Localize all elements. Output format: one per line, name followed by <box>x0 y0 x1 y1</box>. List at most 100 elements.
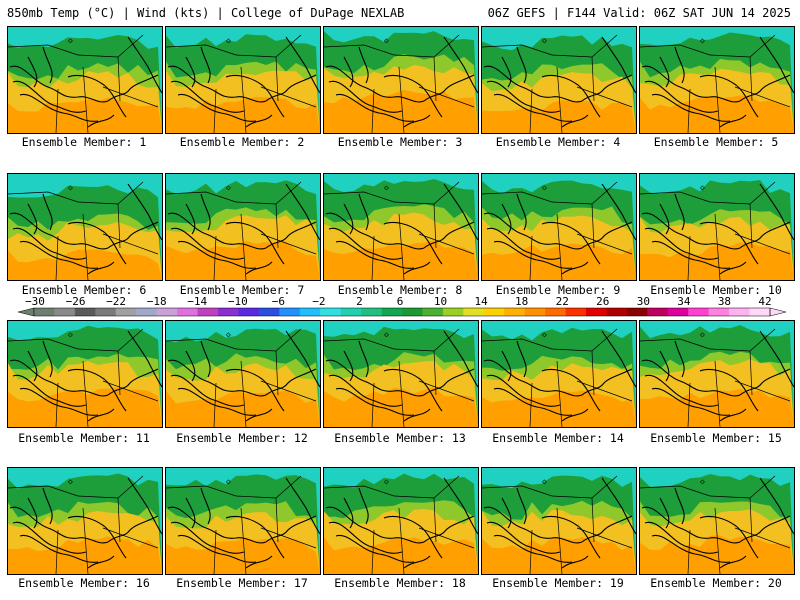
border-path <box>166 44 237 56</box>
coastline-path <box>501 350 512 382</box>
panel-caption: Ensemble Member: 17 <box>176 576 308 590</box>
colorbar-segment <box>729 308 750 316</box>
coastline-path <box>641 65 741 103</box>
border-path <box>324 485 395 497</box>
coastline-path <box>185 350 196 382</box>
coastline-path <box>200 46 211 84</box>
colorbar-tick-label: −10 <box>227 295 248 308</box>
coastline-path <box>225 221 285 265</box>
ensemble-map-panel: ◇ <box>323 173 479 281</box>
border-path <box>687 382 691 427</box>
hot-region <box>166 240 320 280</box>
coastline-path <box>343 497 354 529</box>
panel-caption: Ensemble Member: 14 <box>492 431 624 445</box>
border-path <box>398 66 405 133</box>
colorbar-segment <box>442 308 464 316</box>
coastline-path <box>107 368 159 396</box>
coastline-path <box>185 203 196 235</box>
colorbar-segment <box>95 308 117 316</box>
ensemble-map-panel: ◇ <box>481 320 637 428</box>
coastline-path <box>759 330 794 388</box>
coastline-path <box>225 74 285 118</box>
coastline-path <box>12 227 87 260</box>
coastline-path <box>245 555 273 569</box>
coastline-path <box>27 350 38 382</box>
temperature-field: ◇ <box>166 27 320 133</box>
coastline-path <box>403 114 431 128</box>
temperature-field: ◇ <box>166 468 320 574</box>
colorbar-segment <box>197 308 219 316</box>
coastline-path <box>443 330 478 388</box>
coastline-path <box>501 497 512 529</box>
colorbar-segment <box>299 308 321 316</box>
colorbar-segment <box>340 308 362 316</box>
diamond-marker: ◇ <box>226 36 231 45</box>
coastline-path <box>9 212 109 250</box>
colorbar-segment <box>74 308 96 316</box>
border-path <box>687 235 691 280</box>
border-path <box>55 88 59 133</box>
coastline-path <box>127 330 162 388</box>
hot-region <box>640 242 794 280</box>
coastline-path <box>483 506 583 544</box>
border-path <box>591 497 595 543</box>
coastline-path <box>601 330 636 388</box>
coastline-path <box>674 487 685 525</box>
coastline-path <box>325 506 425 544</box>
coastline-path <box>644 521 719 554</box>
coastline-path <box>443 477 478 535</box>
panel-caption: Ensemble Member: 18 <box>334 576 466 590</box>
ensemble-map-panel: ◇ <box>7 173 163 281</box>
ensemble-map-panel: ◇ <box>481 467 637 575</box>
coastline-path <box>483 359 583 397</box>
colorbar-tick-label: 6 <box>396 295 404 308</box>
colorbar-segment <box>524 308 546 316</box>
temperature-field: ◇ <box>8 174 162 280</box>
coastline-path <box>185 497 196 529</box>
hot-region <box>8 387 162 427</box>
coastline-path <box>285 330 320 388</box>
border-path <box>213 88 217 133</box>
colorbar-segment <box>606 308 628 316</box>
panel-caption: Ensemble Member: 15 <box>650 431 782 445</box>
colorbar-tick-label: −6 <box>271 295 285 308</box>
coastline-path <box>516 340 527 378</box>
border-path <box>55 529 59 574</box>
border-path <box>324 191 395 203</box>
hot-region <box>482 537 636 574</box>
colorbar-segment <box>565 308 587 316</box>
panel-caption: Ensemble Member: 5 <box>653 135 779 149</box>
coastline-path <box>265 221 317 249</box>
temperature-field: ◇ <box>482 27 636 133</box>
border-path <box>275 203 279 249</box>
border-path <box>556 213 563 280</box>
coastline-path <box>581 515 633 543</box>
border-path <box>260 527 317 549</box>
coastline-path <box>87 408 115 422</box>
border-path <box>398 360 405 427</box>
coastline-path <box>699 368 759 412</box>
colorbar-tick-label: 18 <box>515 295 529 308</box>
border-path <box>8 191 79 203</box>
border-path <box>714 213 721 280</box>
border-path <box>556 507 563 574</box>
coastline-path <box>699 515 759 559</box>
coastline-path <box>486 227 561 260</box>
diamond-marker: ◇ <box>384 36 389 45</box>
panel-caption: Ensemble Member: 9 <box>495 283 621 297</box>
colorbar-segment <box>402 308 423 316</box>
border-path <box>213 382 217 427</box>
coastline-path <box>501 203 512 235</box>
coastline-path <box>674 46 685 84</box>
coastline-path <box>383 221 443 265</box>
coastline-path <box>245 261 273 275</box>
diamond-marker: ◇ <box>700 36 705 45</box>
border-path <box>398 213 405 280</box>
border-path <box>324 338 395 350</box>
coastline-path <box>343 203 354 235</box>
coastline-path <box>383 515 443 559</box>
coastline-path <box>27 497 38 529</box>
ensemble-map-panel: ◇ <box>481 173 637 281</box>
hot-region <box>324 537 478 574</box>
panel-caption: Ensemble Member: 11 <box>18 431 150 445</box>
